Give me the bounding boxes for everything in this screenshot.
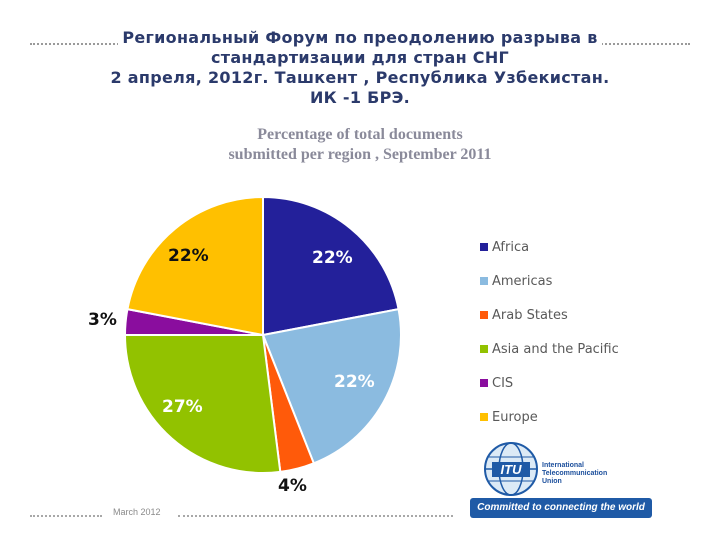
itu-name-line-3: Union: [542, 478, 562, 485]
legend-item-asia-pacific: Asia and the Pacific: [480, 332, 680, 366]
header-line-2: стандартизации для стран СНГ: [210, 48, 510, 67]
slice-label-americas: 22%: [334, 372, 375, 392]
itu-name-line-2: Telecommunication: [542, 470, 608, 477]
footer-dotted-rule-middle: [178, 515, 453, 517]
legend-label-americas: Americas: [492, 273, 553, 289]
legend-item-arab-states: Arab States: [480, 298, 680, 332]
pie-slice-americas: [261, 307, 402, 465]
chart-legend: Africa Americas Arab States Asia and the…: [480, 230, 680, 434]
legend-label-arab-states: Arab States: [492, 307, 568, 323]
itu-name-line-1: International: [542, 462, 585, 469]
header-line-1: Региональный Форум по преодолению разрыв…: [118, 28, 602, 48]
slice-label-asia-pacific: 27%: [162, 397, 203, 417]
legend-label-africa: Africa: [492, 239, 530, 255]
pie-slice-europe: [126, 195, 264, 337]
slice-label-arab-states: 4%: [278, 476, 307, 496]
legend-label-asia-pacific: Asia and the Pacific: [492, 341, 619, 357]
itu-name: International Telecommunication Union: [542, 462, 607, 486]
legend-swatch-americas: [480, 277, 488, 285]
legend-swatch-asia-pacific: [480, 345, 488, 353]
legend-swatch-arab-states: [480, 311, 488, 319]
slide-header: Региональный Форум по преодолению разрыв…: [0, 28, 720, 108]
footer-dotted-rule-left: [30, 515, 102, 517]
slice-label-africa: 22%: [312, 248, 353, 268]
pie-slice-asia-pacific: [123, 334, 282, 474]
itu-globe-icon: ITU: [484, 442, 538, 496]
legend-item-cis: CIS: [480, 366, 680, 400]
legend-label-europe: Europe: [492, 409, 538, 425]
chart-title-line-1: Percentage of total documents: [257, 126, 463, 143]
itu-logo: ITU International Telecommunication Unio…: [470, 440, 670, 525]
chart-title-line-2: submitted per region , September 2011: [228, 146, 492, 163]
itu-slogan: Committed to connecting the world: [470, 498, 652, 518]
chart-title: Percentage of total documents submitted …: [150, 125, 570, 165]
legend-swatch-europe: [480, 413, 488, 421]
slice-label-cis: 3%: [88, 310, 117, 330]
header-line-3: 2 апреля, 2012г. Ташкент , Республика Уз…: [110, 68, 610, 87]
legend-swatch-cis: [480, 379, 488, 387]
slice-label-europe: 22%: [168, 246, 209, 266]
legend-item-americas: Americas: [480, 264, 680, 298]
footer-date: March 2012: [113, 507, 161, 517]
legend-swatch-africa: [480, 243, 488, 251]
itu-mark-text: ITU: [501, 462, 523, 477]
pie-slice-africa: [262, 195, 400, 337]
header-line-4: ИК -1 БРЭ.: [309, 88, 411, 107]
legend-item-africa: Africa: [480, 230, 680, 264]
legend-label-cis: CIS: [492, 375, 514, 391]
legend-item-europe: Europe: [480, 400, 680, 434]
